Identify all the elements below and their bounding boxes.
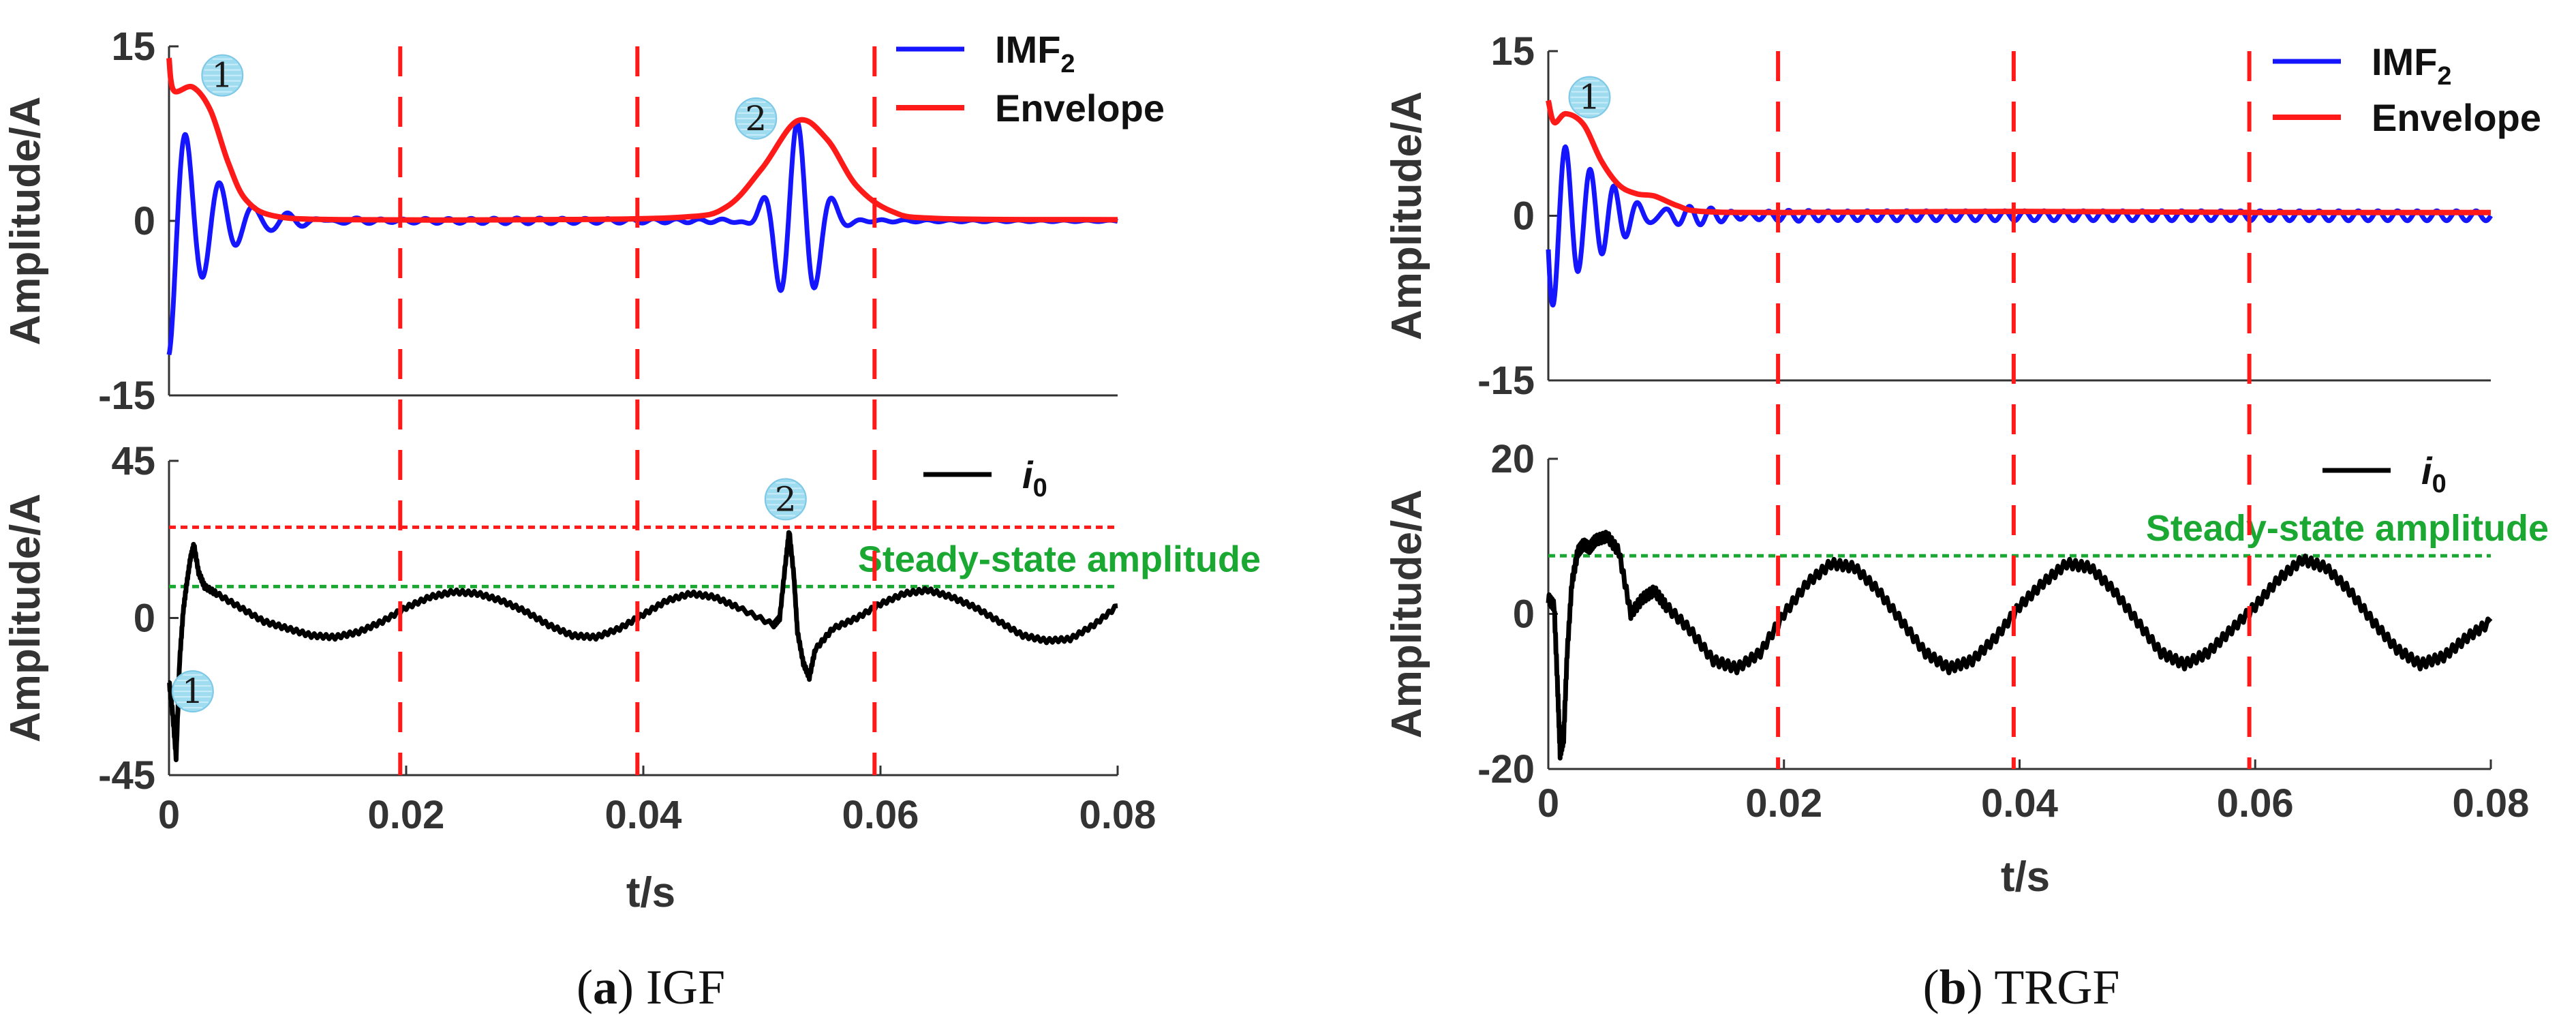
panel-b-top-marker-1: 1 — [1568, 76, 1611, 119]
panel-a-top-marker-1: 1 — [201, 54, 244, 97]
panel-b-x-tick-label: 0.06 — [2217, 781, 2294, 826]
panel-a-caption-text: IGF — [646, 960, 725, 1014]
panel-b-caption: (b) TRGF — [1923, 960, 2120, 1014]
panel-b-bottom-y-axis-title: Amplitude/A — [1383, 489, 1430, 738]
panel-b-legend-i0-label: i0 — [2421, 449, 2447, 498]
panel-a-caption: (a) IGF — [577, 960, 725, 1014]
panel-a-x-axis-title: t/s — [626, 869, 675, 916]
panel-b-top-y-tick-label: 0 — [1513, 194, 1535, 239]
panel-a-bottom-marker-2-label: 2 — [775, 479, 797, 519]
panel-b-caption-letter: b — [1939, 960, 1967, 1014]
panel-b-x-tick-label: 0.04 — [1981, 781, 2058, 826]
panel-a-caption-letter: a — [593, 960, 617, 1014]
panel-a-bottom-y-axis-title: Amplitude/A — [2, 494, 49, 742]
panel-b-x-tick-label: 0.08 — [2453, 781, 2530, 826]
panel-b-bottom-y-tick-label: 0 — [1513, 592, 1535, 637]
panel-a-x-tick-label: 0 — [158, 793, 180, 837]
panel-a-top-legend: IMF2 Envelope — [896, 28, 1165, 130]
panel-b-caption-text: TRGF — [1994, 960, 2119, 1014]
panel-a-envelope-line — [166, 57, 1118, 223]
panel-b-top-plot: 15 0 -15 Amplitude/A IMF2 Envelope 1 — [1383, 29, 2541, 403]
panel-a-bottom-y-tick-label: -45 — [98, 753, 155, 798]
panel-a-x-tick-label: 0.02 — [368, 793, 445, 837]
panel-b-envelope-line — [1546, 100, 2491, 215]
panel-a-top-y-tick-label: 0 — [134, 199, 155, 243]
panel-a-x-tick-label: 0.04 — [605, 793, 682, 837]
panel-a-bottom-marker-1: 1 — [171, 670, 214, 713]
panel-b-legend-imf-subscript: 2 — [2437, 62, 2451, 91]
panel-b-i0-line — [1546, 530, 2493, 761]
panel-a-bottom-legend: i0 — [923, 453, 1047, 502]
panel-a-top-plot: 15 0 -15 Amplitude/A IMF2 Envelope 1 2 — [2, 25, 1165, 418]
panel-b-top-y-tick-label: 15 — [1490, 29, 1535, 74]
panel-b-top-legend: IMF2 Envelope — [2273, 40, 2541, 139]
panel-a-legend-i0-subscript: 0 — [1033, 474, 1047, 502]
panel-a-imf2-line — [166, 120, 1120, 356]
panel-a-x-tick-label: 0.08 — [1079, 793, 1156, 837]
panel-b-top-y-axis-title: Amplitude/A — [1383, 91, 1430, 340]
panel-a-top-y-axis-title: Amplitude/A — [2, 96, 49, 345]
panel-a-legend-imf-label: IMF2 — [995, 28, 1075, 78]
panel-a-top-y-tick-label: -15 — [98, 374, 155, 418]
panel-a-bottom-marker-2: 2 — [764, 478, 807, 521]
panel-a-legend-imf-subscript: 2 — [1060, 50, 1075, 78]
panel-a-bottom-y-tick-label: 0 — [134, 597, 155, 641]
panel-b-top-y-tick-label: -15 — [1477, 359, 1535, 403]
panel-b-steady-state-label: Steady-state amplitude — [2146, 508, 2549, 549]
panel-a-legend-envelope-label: Envelope — [995, 87, 1165, 130]
panel-a-x-tick-label: 0.06 — [842, 793, 919, 837]
panel-b-top-marker-1-label: 1 — [1579, 78, 1601, 117]
panel-b-bottom-y-tick-label: 20 — [1490, 437, 1535, 481]
panel-a-top-marker-2-label: 2 — [745, 99, 767, 138]
panel-b-x-tick-label: 0.02 — [1745, 781, 1822, 826]
panel-b-imf2-line — [1546, 144, 2493, 308]
panel-a-top-marker-2: 2 — [735, 97, 778, 140]
panel-a-top-marker-1-label: 1 — [211, 56, 233, 95]
panel-a-i0-line — [167, 530, 1118, 762]
panel-a-legend-i0-label: i0 — [1022, 453, 1047, 502]
panel-a-steady-state-label: Steady-state amplitude — [858, 539, 1261, 579]
panel-b-legend-envelope-label: Envelope — [2372, 96, 2541, 139]
panel-a-bottom-y-tick-label: 45 — [111, 439, 155, 483]
panel-b-x-axis-title: t/s — [2001, 854, 2050, 901]
panel-a-top-y-tick-label: 15 — [111, 25, 155, 69]
panel-a-bottom-marker-1-label: 1 — [182, 672, 204, 711]
panel-b-legend-i0-subscript: 0 — [2432, 470, 2447, 498]
panel-b-bottom-legend: i0 — [2322, 449, 2447, 498]
panel-b-bottom-y-tick-label: -20 — [1477, 747, 1535, 791]
panel-b-x-tick-label: 0 — [1537, 781, 1559, 826]
panel-b-legend-imf-label: IMF2 — [2372, 40, 2452, 91]
